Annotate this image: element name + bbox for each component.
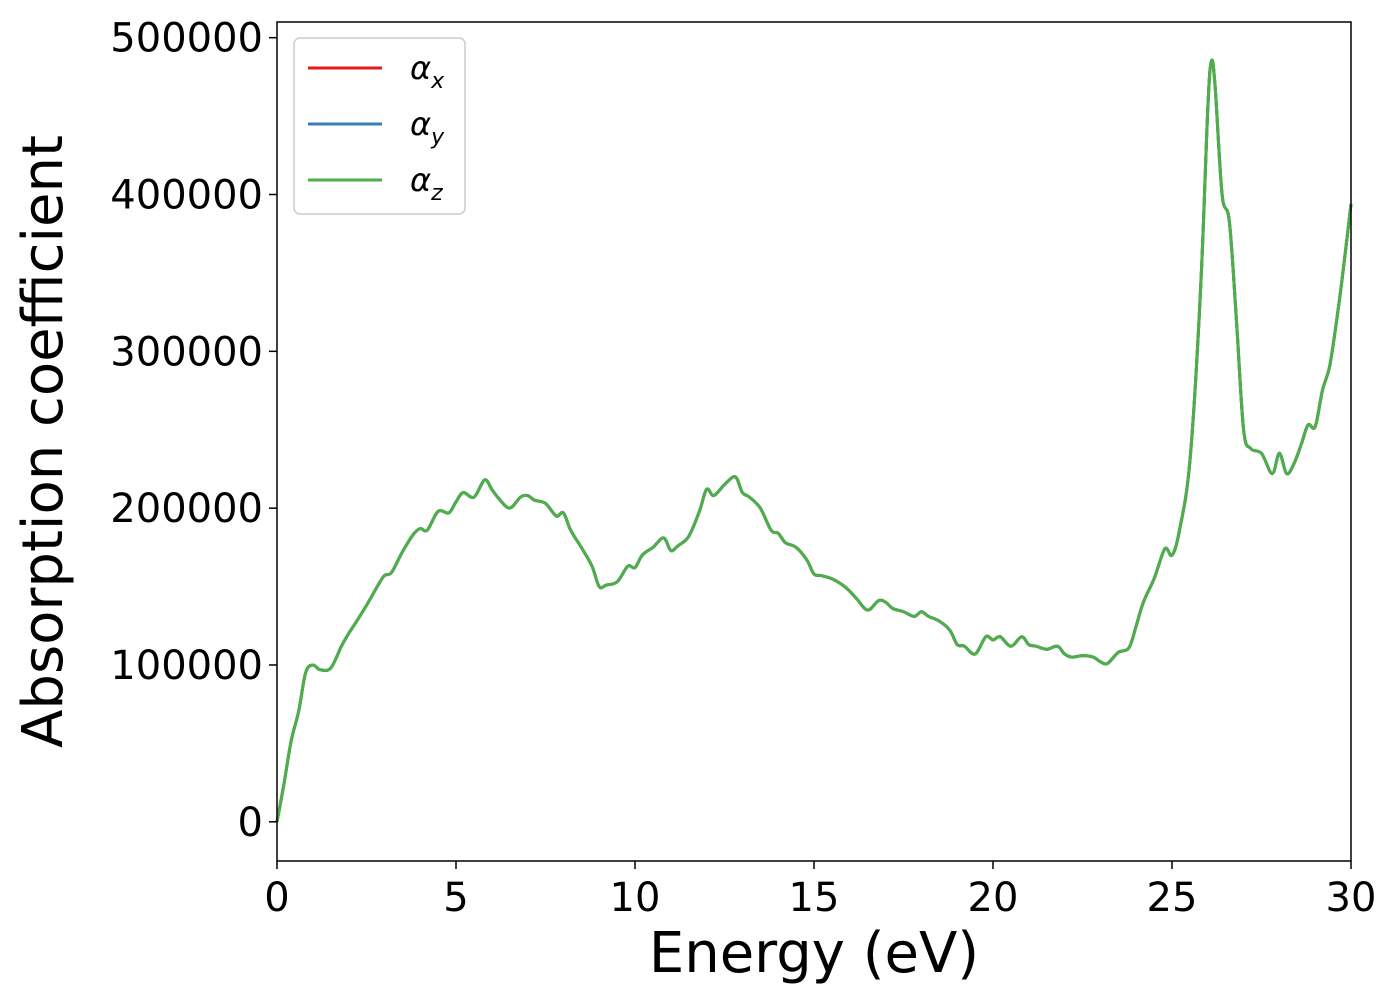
x-tick-label: 5 [443, 875, 468, 921]
y-tick-label: 0 [238, 800, 263, 846]
legend-subscript: y [430, 125, 445, 150]
legend-symbol: α [410, 105, 431, 143]
x-axis-ticks: 0 5 10 15 20 25 30 [264, 861, 1376, 921]
x-tick-label: 25 [1147, 875, 1198, 921]
y-tick-label: 300000 [110, 329, 263, 375]
legend-subscript: z [430, 181, 443, 206]
x-tick-label: 10 [610, 875, 661, 921]
legend-box [293, 37, 466, 215]
x-tick-label: 30 [1326, 875, 1377, 921]
legend-symbol: α [410, 49, 431, 87]
y-tick-label: 500000 [110, 16, 263, 62]
series-line-alpha-z [275, 58, 1353, 823]
legend-entry-alpha-y: αy [410, 105, 445, 150]
legend-symbol: α [410, 161, 431, 199]
data-curves [275, 58, 1353, 823]
y-tick-label: 400000 [110, 173, 263, 219]
x-tick-label: 20 [968, 875, 1019, 921]
y-tick-label: 200000 [110, 486, 263, 532]
y-axis-label: Absorption coefficient [11, 135, 76, 748]
legend-entry-alpha-x: αx [410, 49, 445, 94]
x-tick-label: 15 [789, 875, 840, 921]
y-axis-ticks: 0 100000 200000 300000 400000 500000 [110, 16, 277, 846]
legend-subscript: x [430, 69, 445, 94]
x-axis-label: Energy (eV) [649, 921, 979, 986]
y-tick-label: 100000 [110, 643, 263, 689]
x-tick-label: 0 [264, 875, 289, 921]
legend-entry-alpha-z: αz [410, 161, 443, 206]
